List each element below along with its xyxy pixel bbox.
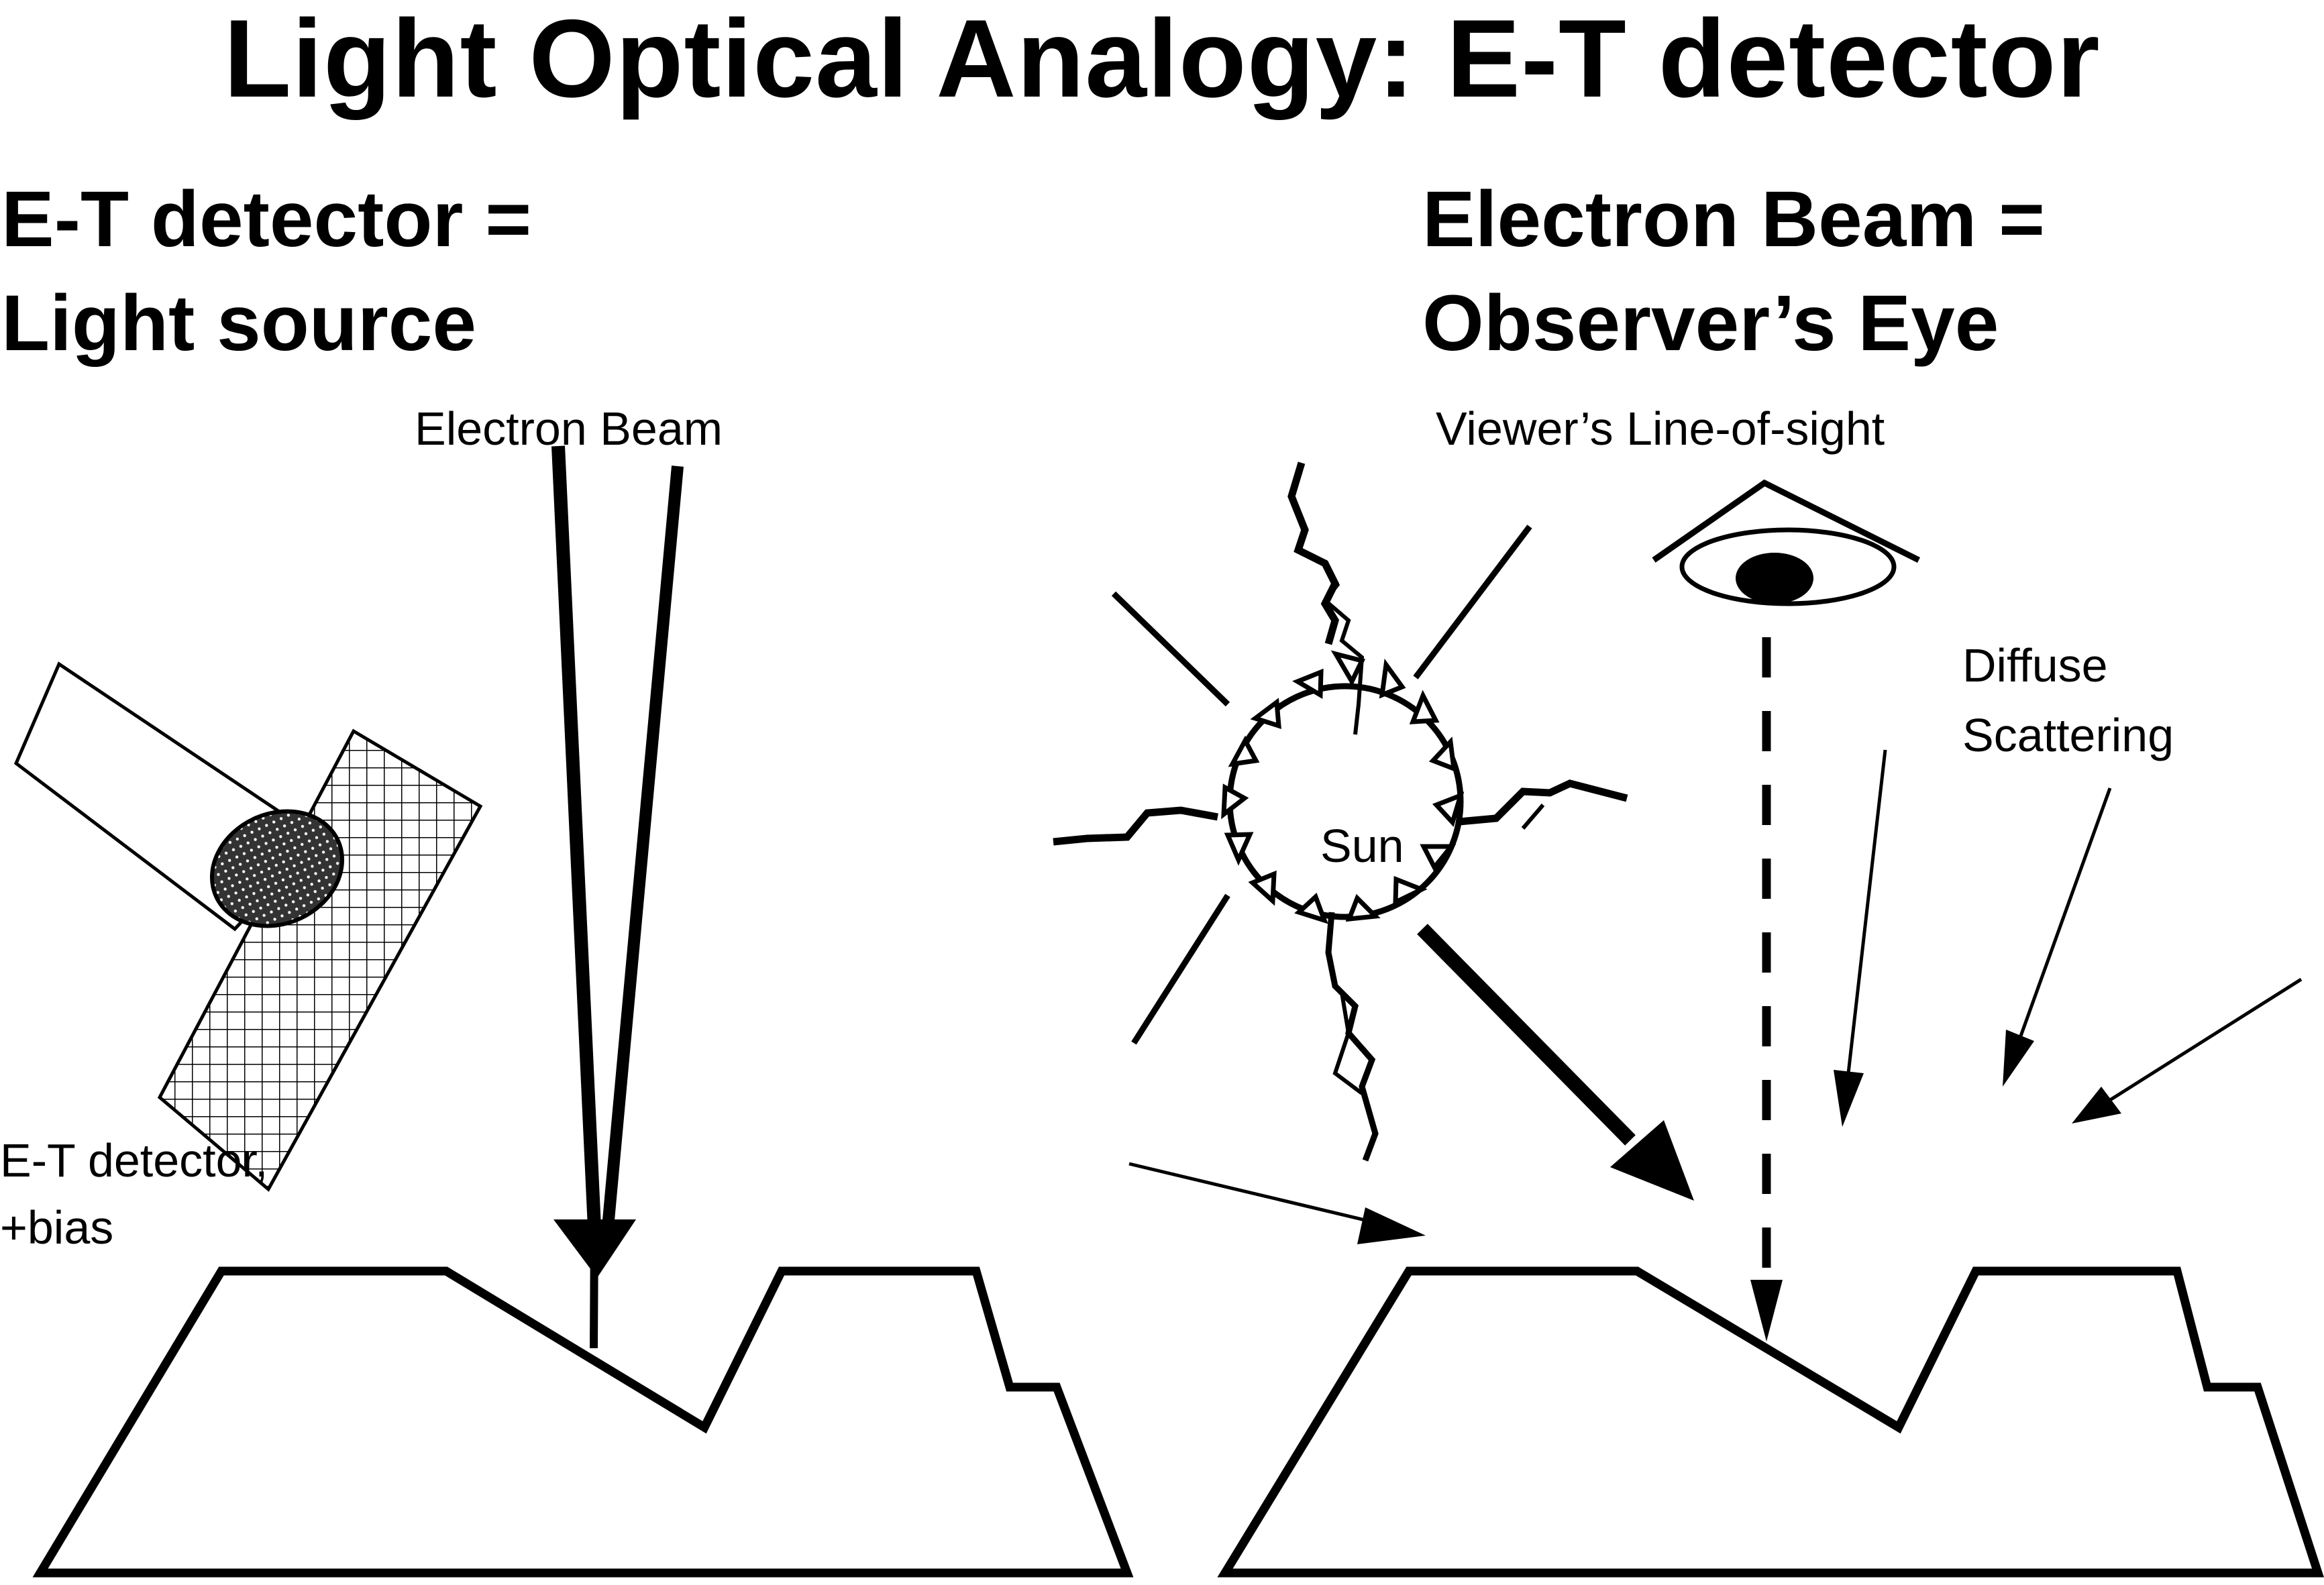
diffuse-scattering-arrows	[1834, 749, 2303, 1127]
electron-beam-label: Electron Beam	[415, 402, 723, 455]
diffuse-scattering-label: Diffuse Scattering	[1962, 631, 2174, 770]
right-heading-line1: Electron Beam =	[1422, 175, 2045, 264]
et-detector-label: E-T detector, +bias	[0, 1127, 268, 1261]
et-label-line1: E-T detector,	[0, 1134, 268, 1187]
sun-label: Sun	[1320, 820, 1404, 872]
left-specimen	[32, 1266, 1134, 1578]
line-of-sight-arrow	[1750, 637, 1783, 1342]
line-of-sight-label: Viewer’s Line-of-sight	[1436, 402, 1885, 455]
left-heading-line1: E-T detector =	[1, 175, 532, 264]
right-specimen	[1217, 1266, 2324, 1578]
detector-icon	[13, 661, 483, 1192]
eye-icon	[1652, 479, 1921, 606]
sun-icon	[1053, 461, 1628, 1162]
page-title: Light Optical Analogy: E-T detector	[223, 0, 2101, 120]
diffuse-label-line2: Scattering	[1962, 709, 2174, 761]
left-heading-line2: Light source	[1, 279, 477, 368]
electron-beam-lines	[551, 445, 684, 1349]
right-heading: Electron Beam = Observer’s Eye	[1422, 168, 2045, 376]
diffuse-label-line1: Diffuse	[1962, 639, 2108, 692]
right-heading-line2: Observer’s Eye	[1422, 279, 1999, 368]
left-heading: E-T detector = Light source	[1, 168, 531, 376]
incoming-thin-arrow	[1128, 1162, 1426, 1244]
et-label-line2: +bias	[0, 1201, 114, 1254]
sun-illumination-arrow	[1417, 924, 1694, 1201]
